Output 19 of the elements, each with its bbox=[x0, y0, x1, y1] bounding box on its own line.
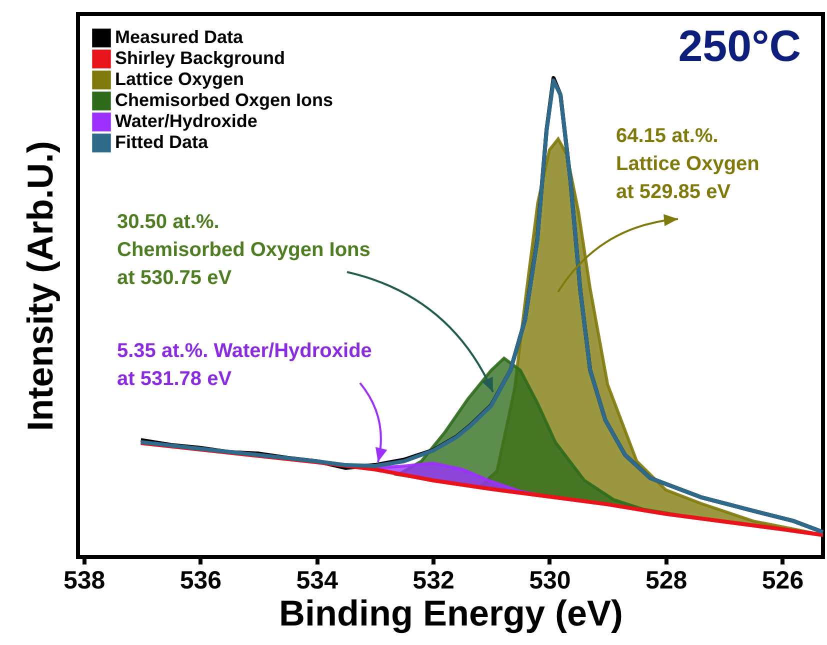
legend-label: Measured Data bbox=[115, 27, 244, 47]
chart-title: 250°C bbox=[678, 22, 801, 71]
x-tick-label: 538 bbox=[63, 566, 106, 594]
x-tick-label: 528 bbox=[645, 566, 688, 594]
annotation: 30.50 at.%. Chemisorbed Oxygen Ions at 530.75 eV bbox=[117, 211, 370, 289]
legend-label: Chemisorbed Oxgen Ions bbox=[115, 90, 334, 110]
x-tick-label: 530 bbox=[529, 566, 571, 594]
annotation: 5.35 at.%. Water/Hydroxide at 531.78 eV bbox=[117, 340, 372, 390]
x-axis-title: Binding Energy (eV) bbox=[278, 592, 624, 634]
x-tick-label: 534 bbox=[296, 566, 338, 594]
legend-label: Water/Hydroxide bbox=[115, 111, 258, 131]
legend-label: Lattice Oxygen bbox=[115, 69, 244, 89]
x-tick-label: 526 bbox=[762, 566, 804, 594]
x-tick-label: 536 bbox=[180, 566, 222, 594]
annotation: 64.15 at.%. Lattice Oxygen at 529.85 eV bbox=[616, 125, 760, 203]
legend-label: Fitted Data bbox=[115, 132, 209, 152]
x-tick-label: 532 bbox=[412, 566, 454, 594]
legend-label: Shirley Background bbox=[115, 48, 286, 68]
y-axis-title: Intensity (Arb.U.) bbox=[20, 140, 60, 432]
